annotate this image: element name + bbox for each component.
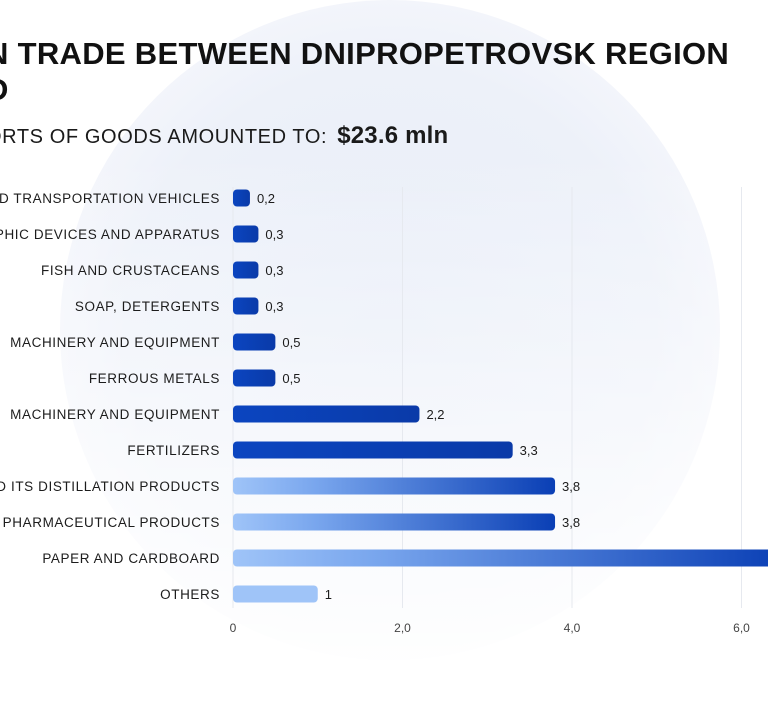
category-label-7: FERTILIZERS	[127, 443, 220, 458]
category-label-1: PHIC DEVICES AND APPARATUS	[0, 227, 220, 242]
bar-8	[233, 477, 556, 495]
value-label-6: 2,2	[426, 407, 444, 422]
bar-11	[233, 585, 318, 603]
value-label-4: 0,5	[282, 335, 300, 350]
category-label-2: FISH AND CRUSTACEANS	[41, 263, 220, 278]
category-label-8: D ITS DISTILLATION PRODUCTS	[0, 479, 220, 494]
x-tick-label-1: 2,0	[394, 621, 411, 635]
bar-2	[233, 261, 259, 279]
category-label-10: PAPER AND CARDBOARD	[42, 551, 220, 566]
category-label-3: SOAP, DETERGENTS	[75, 299, 220, 314]
category-label-5: FERROUS METALS	[89, 371, 220, 386]
value-label-5: 0,5	[282, 371, 300, 386]
category-label-11: OTHERS	[160, 587, 220, 602]
title-line-1: N TRADE BETWEEN DNIPROPETROVSK REGION	[0, 36, 730, 71]
value-label-3: 0,3	[265, 299, 283, 314]
subtitle-amount: $23.6 mln	[337, 122, 449, 149]
value-label-9: 3,8	[562, 515, 580, 530]
value-label-0: 0,2	[257, 191, 275, 206]
value-label-2: 0,3	[265, 263, 283, 278]
bar-1	[233, 225, 259, 243]
subtitle-text: ORTS OF GOODS AMOUNTED TO:	[0, 126, 328, 148]
x-axis-ticks: 0 2,0 4,0 6,0	[230, 621, 751, 635]
category-label-0: D TRANSPORTATION VEHICLES	[0, 191, 220, 206]
title-line-2: D	[0, 72, 729, 108]
category-label-6: MACHINERY AND EQUIPMENT	[10, 407, 220, 422]
bar-3	[233, 297, 259, 315]
bar-9	[233, 513, 556, 531]
x-tick-label-3: 6,0	[733, 621, 750, 635]
bar-5	[233, 369, 276, 387]
bars	[233, 189, 768, 603]
x-tick-label-2: 4,0	[564, 621, 581, 635]
bar-6	[233, 405, 420, 423]
bar-0	[233, 189, 250, 207]
value-label-11: 1	[325, 587, 332, 602]
value-label-1: 0,3	[265, 227, 283, 242]
chart-subtitle: ORTS OF GOODS AMOUNTED TO: $23.6 mln	[0, 122, 448, 151]
grid-lines	[232, 187, 742, 608]
chart-title: N TRADE BETWEEN DNIPROPETROVSK REGION D	[0, 36, 729, 108]
value-label-7: 3,3	[520, 443, 538, 458]
bar-4	[233, 333, 276, 351]
x-tick-label-0: 0	[230, 621, 237, 635]
bar-10	[233, 549, 768, 567]
labels: D TRANSPORTATION VEHICLES 0,2 PHIC DEVICES…	[0, 191, 580, 602]
value-label-8: 3,8	[562, 479, 580, 494]
bar-7	[233, 441, 513, 459]
category-label-4: MACHINERY AND EQUIPMENT	[10, 335, 220, 350]
category-label-9: PHARMACEUTICAL PRODUCTS	[3, 515, 220, 530]
